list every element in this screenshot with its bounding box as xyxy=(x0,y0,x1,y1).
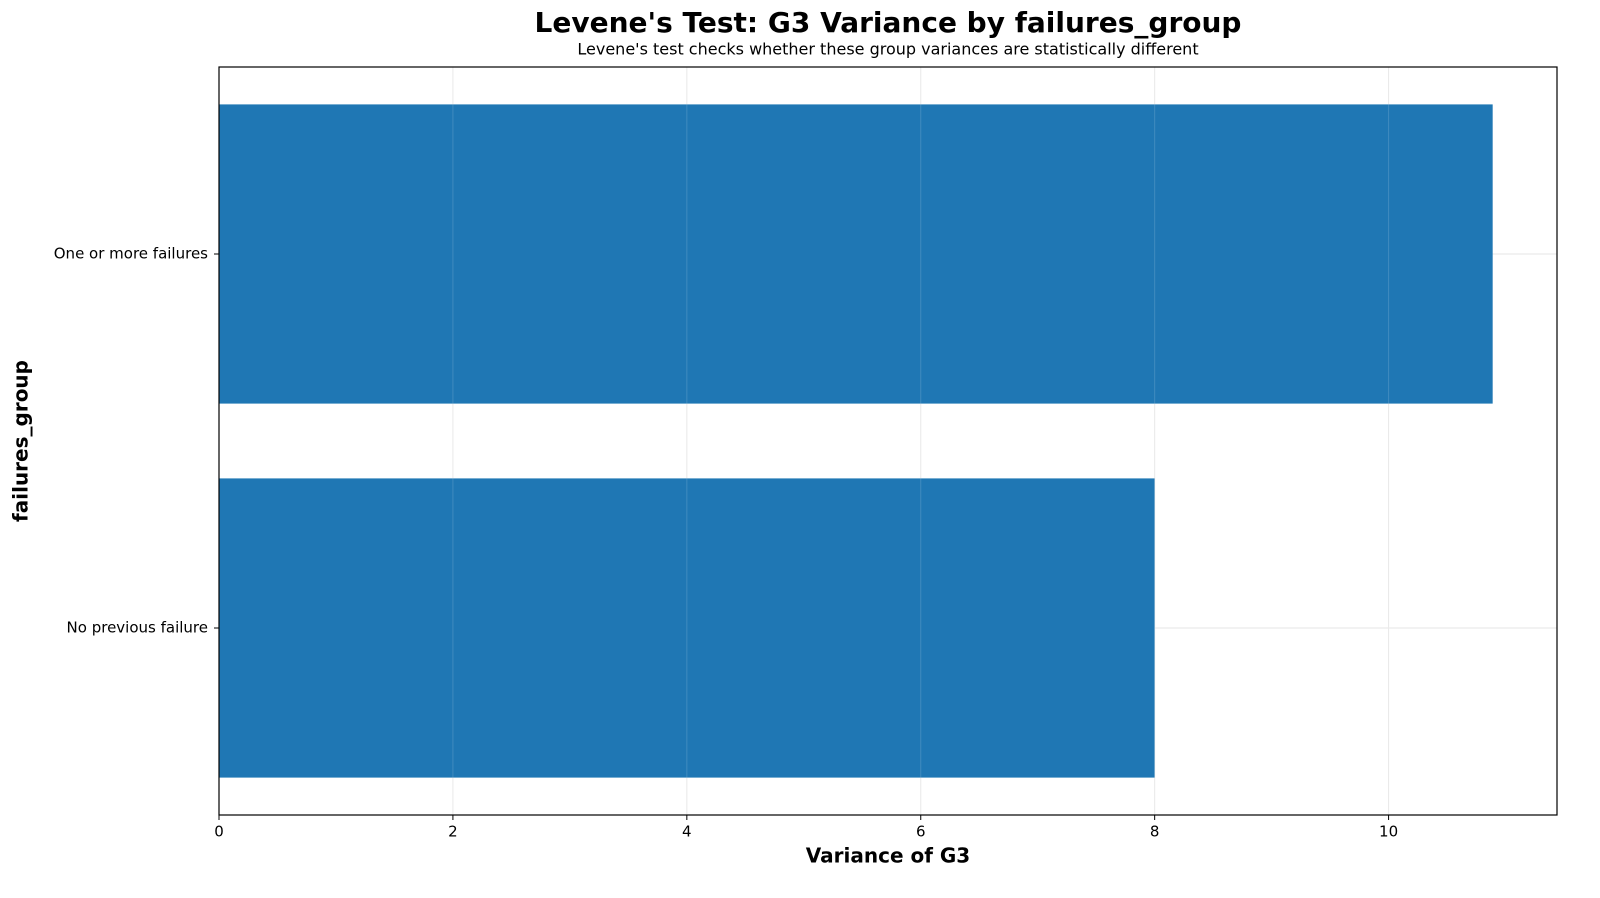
x-tick-label: 8 xyxy=(1150,823,1160,841)
bar xyxy=(219,104,1493,404)
x-tick-label: 0 xyxy=(214,823,224,841)
y-tick-label: One or more failures xyxy=(54,245,208,263)
x-axis-label: Variance of G3 xyxy=(806,844,970,868)
x-tick-label: 6 xyxy=(916,823,926,841)
y-tick-label: No previous failure xyxy=(67,619,208,637)
chart-title: Levene's Test: G3 Variance by failures_g… xyxy=(535,6,1242,39)
chart-subtitle: Levene's test checks whether these group… xyxy=(577,40,1198,59)
plot-frame xyxy=(218,66,1558,816)
x-tick-label: 10 xyxy=(1379,823,1398,841)
y-axis-label: failures_group xyxy=(9,360,33,522)
bar xyxy=(219,478,1155,778)
x-tick-label: 4 xyxy=(682,823,692,841)
x-tick-label: 2 xyxy=(448,823,458,841)
